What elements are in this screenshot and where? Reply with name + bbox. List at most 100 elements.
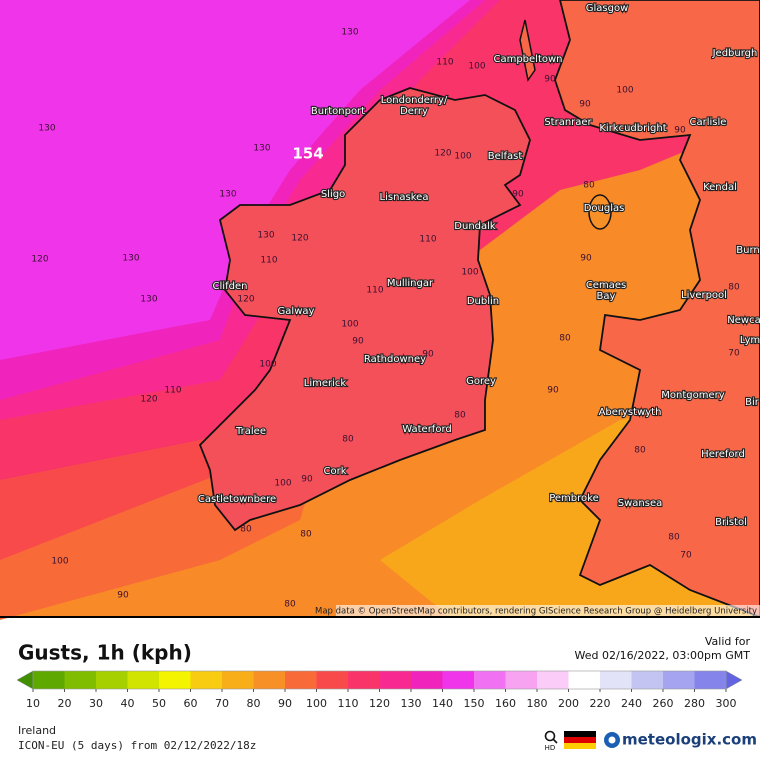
attribution: Map data © OpenStreetMap contributors, r…: [315, 607, 757, 617]
search-icon[interactable]: [544, 730, 556, 742]
flag-stripe: [564, 737, 596, 743]
legend-swatch: [379, 671, 412, 689]
kintyre-coast: [519, 19, 536, 82]
city-label: Pembroke: [549, 493, 599, 504]
legend-swatch: [505, 671, 538, 689]
city-label: Douglas: [584, 203, 625, 214]
contour-label: 80: [240, 525, 252, 535]
city-label: Bay: [597, 291, 616, 302]
city-label: Tralee: [235, 426, 266, 437]
legend-swatch: [285, 671, 317, 689]
city-label: Swansea: [618, 498, 662, 509]
contour-label: 130: [257, 231, 274, 241]
contour-label: 100: [454, 152, 471, 162]
legend-swatch: [190, 671, 223, 689]
contour-label: 110: [436, 58, 453, 68]
city-label: Burn: [736, 245, 759, 256]
legend-tick-label: 130: [401, 697, 422, 710]
contour-label: 80: [583, 181, 595, 191]
legend-swatch: [348, 671, 380, 689]
legend-swatch: [537, 671, 569, 689]
legend-swatch: [96, 671, 128, 689]
contour-label: 90: [547, 386, 559, 396]
contour-label: 130: [219, 190, 236, 200]
hd-label[interactable]: HD: [545, 744, 556, 752]
legend-swatch: [663, 671, 695, 689]
legend-tick-label: 220: [590, 697, 611, 710]
contour-label: 90: [512, 190, 524, 200]
legend-tick-label: 120: [369, 697, 390, 710]
legend-arrow: [16, 670, 34, 690]
city-label: Waterford: [402, 424, 451, 435]
city-label: Jedburgh: [712, 48, 758, 59]
legend-swatch: [64, 671, 97, 689]
legend-tick-label: 260: [653, 697, 674, 710]
legend-swatch: [253, 671, 286, 689]
region: Ireland: [18, 724, 56, 737]
contour-label: 70: [680, 551, 692, 561]
legend-tick-label: 240: [621, 697, 642, 710]
contour-label: 130: [38, 124, 55, 134]
city-label: Glasgow: [586, 3, 629, 14]
brand[interactable]: meteologix.com: [622, 731, 757, 749]
legend-tick-label: 110: [338, 697, 359, 710]
flag-stripe: [564, 731, 596, 737]
contour-label: 80: [634, 446, 646, 456]
contour-label: 110: [260, 256, 277, 266]
city-label: Lym: [740, 335, 760, 346]
valid-time: Wed 02/16/2022, 03:00pm GMT: [574, 649, 750, 662]
city-label: Sligo: [321, 189, 345, 200]
city-label: Carlisle: [690, 117, 727, 128]
contour-label: 90: [301, 475, 313, 485]
legend-tick-label: 280: [684, 697, 705, 710]
legend-swatch: [474, 671, 506, 689]
max-gust: 154: [292, 145, 323, 163]
contour-label: 130: [122, 254, 139, 264]
legend-swatch: [127, 671, 160, 689]
legend-tick-label: 40: [121, 697, 135, 710]
contour-label: 80: [454, 411, 466, 421]
city-label: Derry: [400, 106, 428, 117]
city-label: Lisnaskea: [380, 192, 429, 203]
legend-tick-label: 70: [215, 697, 229, 710]
city-label: Londonderry/: [381, 95, 448, 106]
city-label: Bristol: [715, 517, 747, 528]
city-label: Limerick: [304, 378, 347, 389]
city-label: Campbeltown: [493, 54, 562, 65]
contour-label: 100: [616, 86, 633, 96]
contour-label: 120: [434, 149, 451, 159]
legend-swatch: [442, 671, 475, 689]
legend-tick-label: 10: [26, 697, 40, 710]
city-label: Dundalk: [454, 221, 496, 232]
city-label: Newca: [727, 315, 760, 326]
flag-stripe: [564, 743, 596, 749]
contour-label: 90: [580, 254, 592, 264]
legend-tick-label: 160: [495, 697, 516, 710]
legend-tick-label: 20: [58, 697, 72, 710]
city-label: Castletownbere: [198, 494, 276, 505]
contour-label: 120: [237, 295, 254, 305]
wind-zone: [0, 0, 470, 360]
brand-logo-dot: [608, 736, 616, 744]
map: Map data © OpenStreetMap contributors, r…: [0, 0, 760, 620]
legend-swatch: [316, 671, 349, 689]
contour-label: 130: [341, 28, 358, 38]
contour-label: 100: [259, 360, 276, 370]
valid-label: Valid for: [705, 635, 751, 648]
contour-label: 110: [366, 286, 383, 296]
city-label: Burtonport: [311, 106, 365, 117]
britain-coast: [554, 0, 760, 618]
contour-label: 80: [559, 334, 571, 344]
ireland-coast: [198, 87, 531, 532]
city-label: Belfast: [488, 151, 523, 162]
city-label: Rathdowney: [364, 354, 426, 365]
contour-label: 120: [140, 395, 157, 405]
contour-label: 80: [668, 533, 680, 543]
legend-arrow: [725, 670, 743, 690]
legend-tick-label: 80: [247, 697, 261, 710]
city-label: Stranraer: [544, 117, 592, 128]
city-label: Bir: [745, 397, 760, 408]
legend-swatch: [568, 671, 601, 689]
contour-label: 90: [674, 126, 686, 136]
